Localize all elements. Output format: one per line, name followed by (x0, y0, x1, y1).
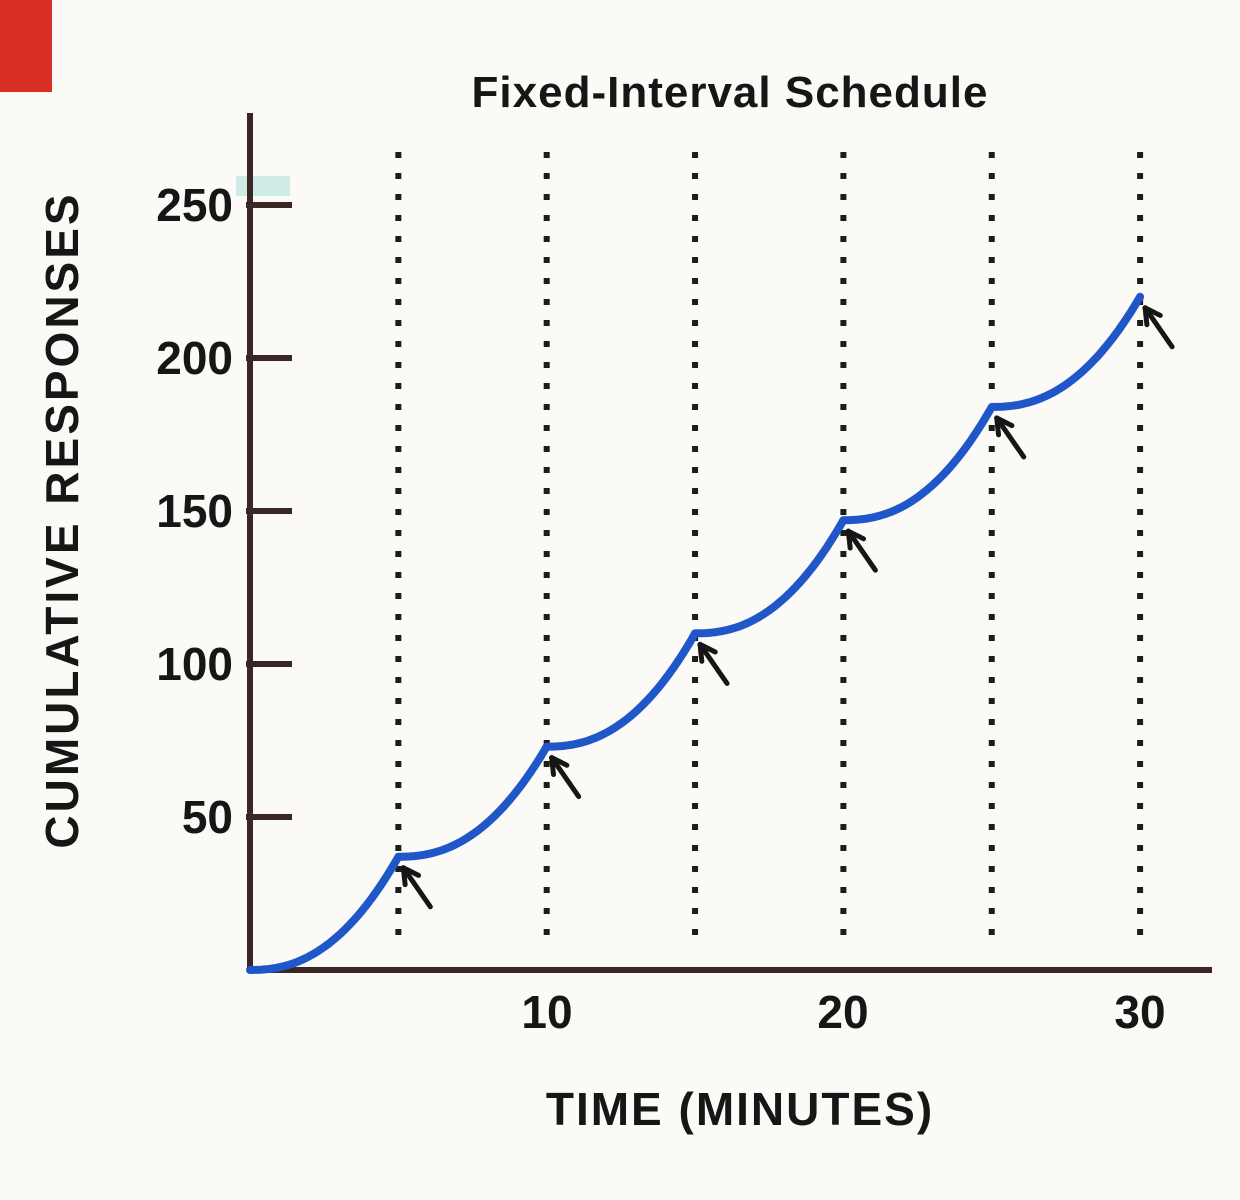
x-tick-label-20: 20 (817, 986, 869, 1038)
y-tick-label-250: 250 (156, 179, 233, 231)
x-tick-label-10: 10 (521, 986, 573, 1038)
y-tick-label-150: 150 (156, 485, 233, 537)
y-tick-label-50: 50 (181, 791, 233, 843)
y-tick-label-200: 200 (156, 332, 233, 384)
y-axis-label: CUMULATIVE RESPONSES (36, 191, 88, 849)
scan-artifact-red-block (0, 0, 52, 92)
chart-title: Fixed-Interval Schedule (471, 68, 989, 117)
y-tick-label-100: 100 (156, 638, 233, 690)
x-axis-label: TIME (MINUTES) (545, 1083, 935, 1135)
x-tick-label-30: 30 (1114, 986, 1166, 1038)
